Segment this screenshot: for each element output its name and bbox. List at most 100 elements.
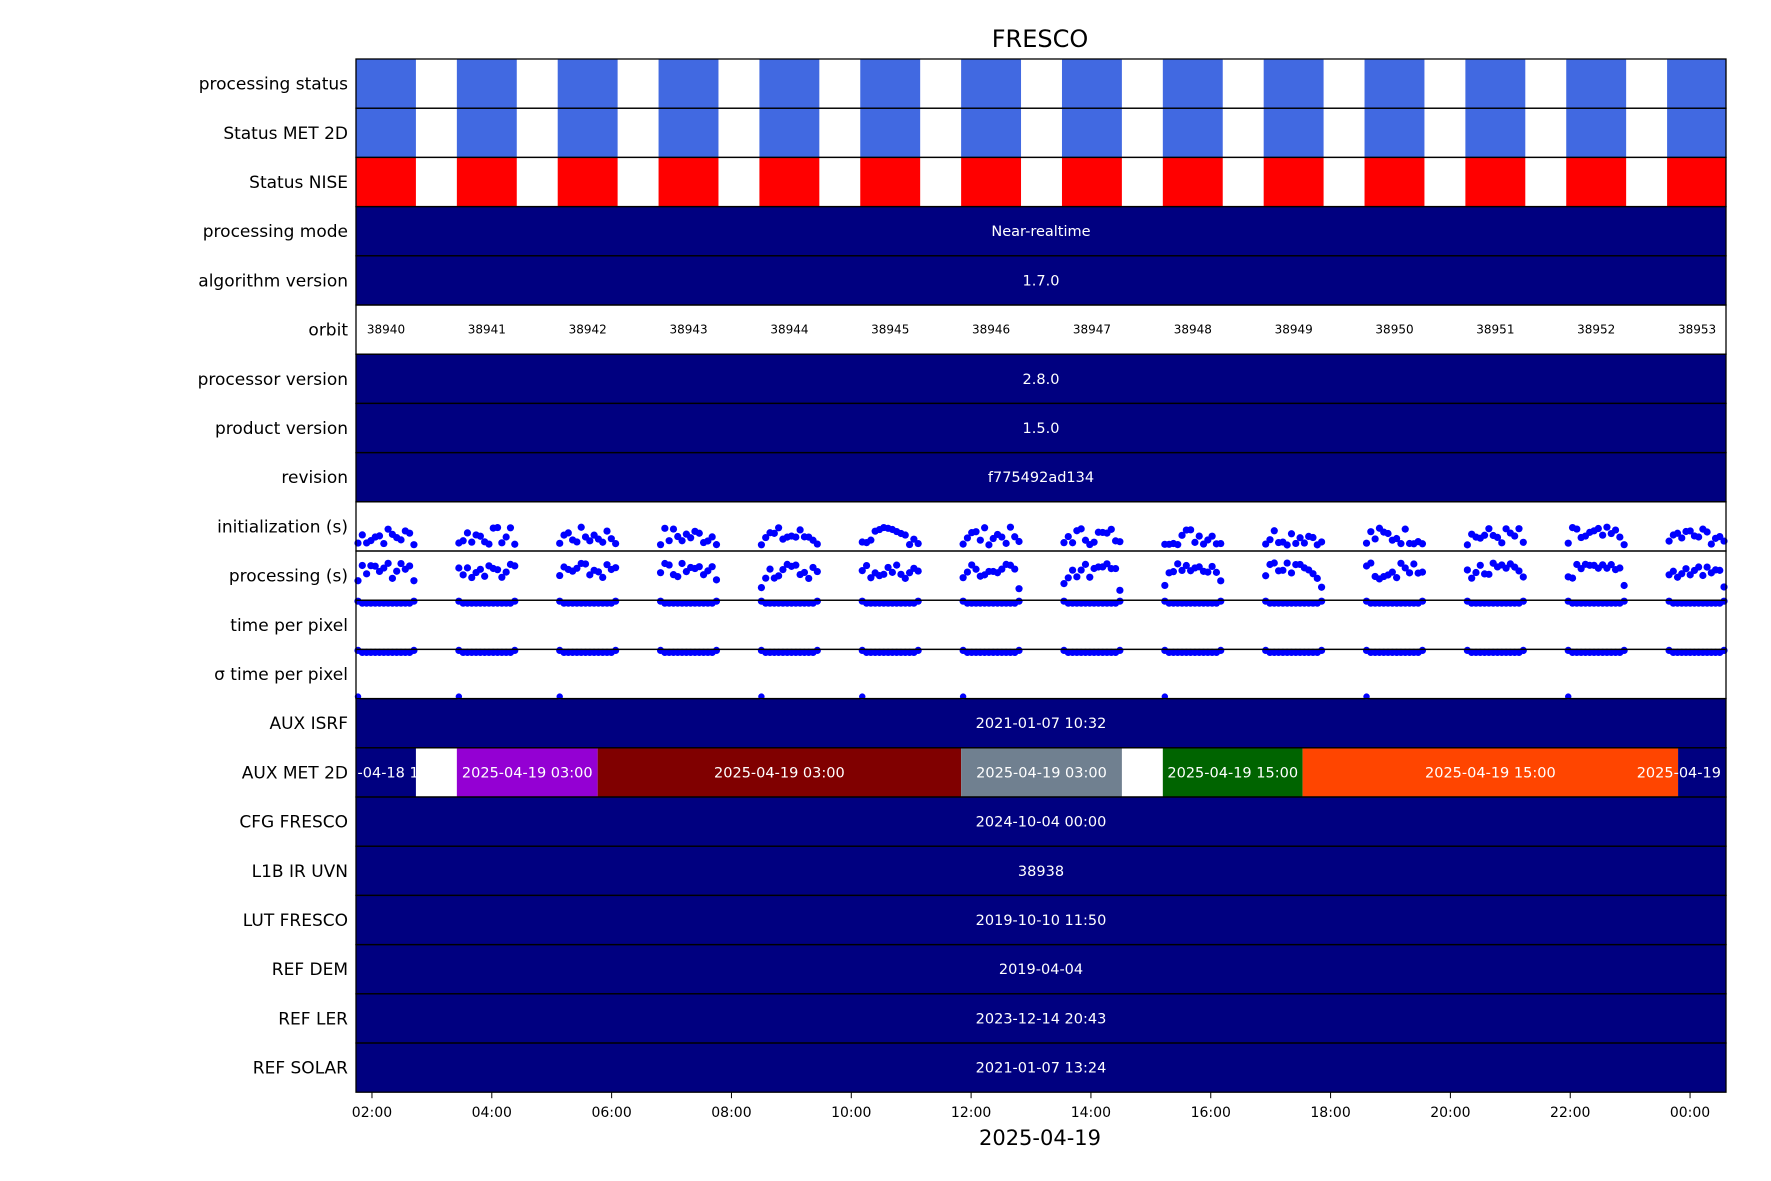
status-cell	[1162, 108, 1223, 158]
status-cell	[356, 108, 416, 158]
data-point	[1564, 539, 1572, 547]
orbit-number: 38941	[468, 323, 506, 337]
data-point	[573, 538, 581, 546]
data-point	[599, 573, 607, 582]
data-point	[410, 541, 418, 549]
data-point	[905, 540, 914, 549]
status-cell	[1364, 59, 1425, 109]
band-value: 2019-10-10 11:50	[976, 913, 1107, 929]
orbit-number: 38950	[1375, 323, 1413, 337]
data-point	[506, 524, 515, 532]
x-tick-label: 12:00	[951, 1105, 991, 1121]
data-point	[612, 539, 620, 548]
segment-fill	[1162, 747, 1303, 797]
data-point	[1665, 537, 1673, 545]
data-point	[1270, 559, 1278, 567]
data-point	[1287, 569, 1296, 577]
data-point	[1515, 567, 1523, 575]
segment-label: 2025-04-19 15:00	[1425, 765, 1556, 781]
data-point	[905, 569, 914, 577]
data-point	[695, 563, 703, 571]
status-cell	[1465, 108, 1526, 158]
data-point	[1418, 540, 1427, 548]
band-l1b-ir-uvn	[356, 846, 1726, 896]
band-cfg-fresco	[356, 797, 1726, 847]
data-point	[805, 574, 813, 583]
row-frame-time-per-pixel	[355, 648, 1727, 700]
status-cell	[658, 157, 719, 207]
data-point	[1519, 573, 1527, 581]
data-point	[1669, 567, 1677, 575]
data-point	[511, 562, 519, 570]
data-point	[1064, 574, 1072, 582]
band-value: 2021-01-07 10:32	[976, 716, 1107, 732]
x-tick-label: 16:00	[1191, 1105, 1231, 1121]
row-frame-ref-solar	[355, 1042, 1727, 1093]
row-frame-orbit	[355, 304, 1727, 355]
data-point	[511, 646, 519, 655]
x-tick-label: 08:00	[711, 1105, 751, 1121]
segment-fill	[597, 747, 962, 797]
data-point	[358, 531, 366, 539]
status-cell	[456, 108, 517, 158]
data-point	[1515, 525, 1523, 533]
band-value: 2023-12-14 20:43	[976, 1011, 1107, 1027]
orbit-number: 38940	[367, 323, 405, 337]
segment-label: 2025-04-19 03:00	[714, 765, 845, 781]
row-label-initialization-s: initialization (s)	[217, 517, 348, 537]
data-point	[674, 573, 682, 581]
band-value: 2024-10-04 00:00	[976, 815, 1107, 831]
data-point	[792, 533, 800, 541]
data-point	[463, 564, 472, 572]
orbit-number: 38948	[1174, 323, 1212, 337]
data-point	[459, 571, 467, 579]
data-point	[858, 567, 866, 575]
data-point	[770, 529, 778, 537]
status-cell	[961, 157, 1022, 207]
data-point	[1384, 529, 1392, 538]
band-algorithm-version	[356, 255, 1726, 305]
data-point	[762, 533, 770, 542]
data-point	[972, 528, 980, 536]
data-point	[1401, 525, 1409, 533]
data-point	[1077, 525, 1085, 533]
status-cell	[860, 108, 921, 158]
data-point	[1418, 597, 1427, 605]
orbit-number: 38953	[1678, 323, 1716, 337]
data-point	[1317, 583, 1326, 591]
status-cell	[1263, 157, 1324, 207]
data-point	[1208, 562, 1216, 571]
data-point	[1695, 533, 1703, 541]
data-point	[498, 573, 506, 581]
row-label-lut-fresco: LUT FRESCO	[243, 911, 348, 931]
x-tick-label: 20:00	[1430, 1105, 1470, 1121]
data-point	[867, 574, 875, 582]
data-point	[1695, 563, 1703, 571]
data-point	[406, 529, 414, 537]
data-point	[1006, 523, 1015, 531]
data-point	[1686, 527, 1694, 535]
data-point	[468, 538, 476, 546]
status-cell	[1566, 108, 1627, 158]
data-point	[1367, 528, 1375, 536]
data-point	[1485, 525, 1493, 533]
segment-label: 2025-04-19 15:00	[1167, 765, 1298, 781]
data-point	[775, 572, 783, 580]
data-point	[397, 559, 405, 568]
data-point	[665, 537, 673, 545]
data-point	[1103, 560, 1111, 568]
data-point	[985, 541, 993, 549]
data-point	[695, 529, 703, 537]
data-point	[511, 540, 519, 548]
data-point	[1620, 597, 1628, 605]
x-tick-label: 02:00	[352, 1105, 392, 1121]
data-point	[708, 563, 716, 571]
data-point	[1086, 573, 1094, 581]
status-cell	[456, 157, 517, 207]
data-point	[1116, 597, 1124, 605]
data-point	[1716, 566, 1724, 574]
data-point	[963, 534, 972, 542]
data-point	[910, 535, 918, 543]
data-point	[981, 524, 989, 532]
